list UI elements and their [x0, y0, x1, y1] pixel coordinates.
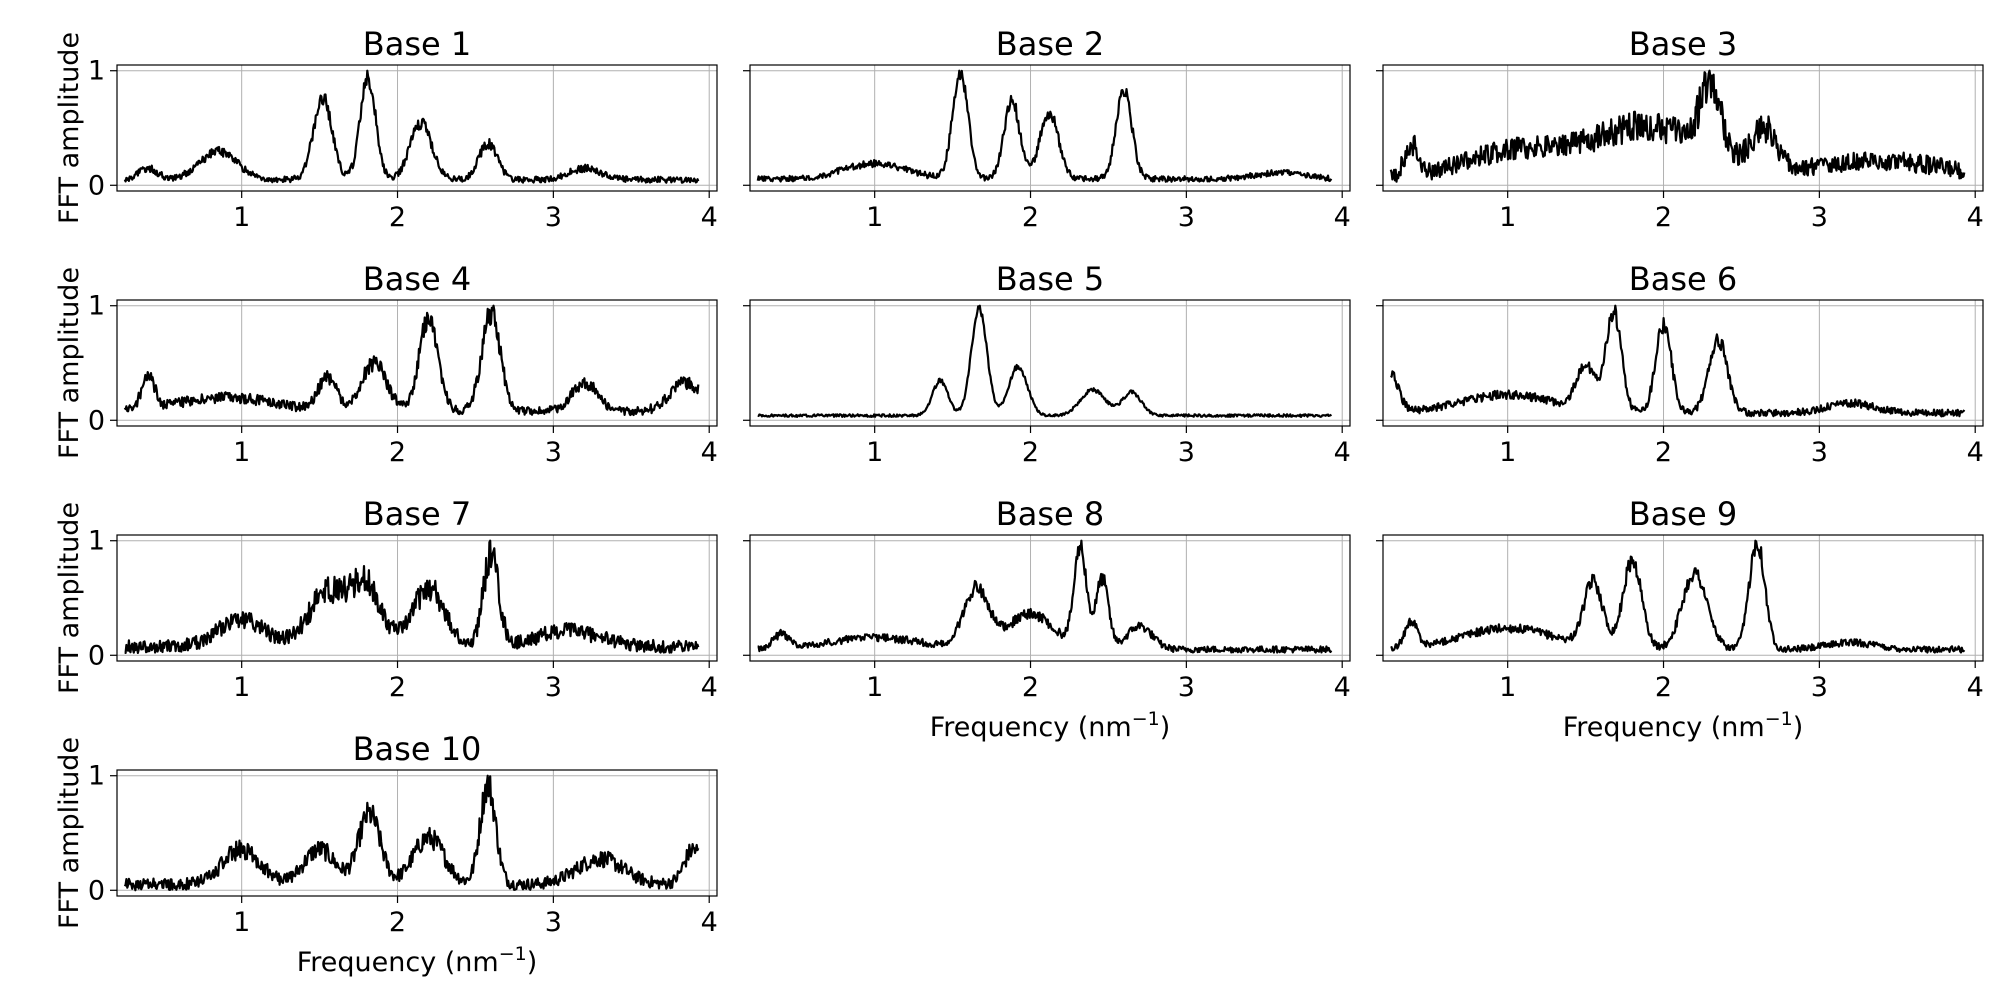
x-tick-label: 4 — [701, 202, 718, 233]
plot-frame — [1382, 534, 1984, 662]
fft-series-line — [1389, 304, 1966, 418]
y-tick-label: 0 — [88, 170, 105, 201]
x-tick-label: 2 — [1655, 202, 1672, 233]
y-tick-label: 0 — [88, 405, 105, 436]
fft-series-line — [1390, 539, 1966, 654]
subplot-2: 1 2 3 4 Base 2 — [743, 25, 1351, 233]
x-tick-label: 4 — [1967, 202, 1984, 233]
x-axis-label: Frequency (nm−1) — [930, 708, 1171, 743]
subplot-title: Base 2 — [996, 25, 1104, 63]
fft-series-line — [757, 304, 1333, 418]
fft-series-line — [757, 539, 1333, 654]
y-axis-label: FFT amplitude — [54, 737, 85, 929]
x-tick-label: 2 — [389, 437, 406, 468]
plot-frame — [749, 534, 1351, 662]
x-tick-label: 1 — [1499, 437, 1516, 468]
x-tick-label: 2 — [389, 907, 406, 938]
fft-series-line — [123, 774, 700, 892]
subplot-4: 1 2 3 4 0 1 Base 4 FFT amplitude — [54, 260, 718, 468]
x-tick-label: 1 — [233, 437, 250, 468]
plot-frame — [116, 769, 718, 897]
fft-series-line — [1389, 69, 1966, 183]
x-tick-label: 1 — [866, 202, 883, 233]
fft-series-line — [123, 69, 700, 184]
x-tick-label: 2 — [389, 202, 406, 233]
subplot-title: Base 7 — [363, 495, 471, 533]
x-tick-label: 1 — [866, 672, 883, 703]
x-axis-label: Frequency (nm−1) — [297, 943, 538, 978]
x-tick-label: 4 — [1334, 672, 1351, 703]
x-tick-label: 4 — [701, 437, 718, 468]
subplot-title: Base 9 — [1629, 495, 1737, 533]
plot-frame — [116, 299, 718, 427]
subplot-6: 1 2 3 4 Base 6 — [1376, 260, 1984, 468]
x-tick-label: 3 — [1811, 672, 1828, 703]
subplot-title: Base 5 — [996, 260, 1104, 298]
x-tick-label: 1 — [233, 672, 250, 703]
subplot-9: 1 2 3 4 Base 9 Frequency (nm−1) — [1376, 495, 1984, 743]
fft-series-line — [124, 539, 700, 655]
plot-frame — [1382, 299, 1984, 427]
subplot-10: 1 2 3 4 0 1 Base 10 FFT amplitude Frequency (nm−… — [54, 730, 718, 978]
x-tick-label: 4 — [1334, 437, 1351, 468]
subplot-title: Base 8 — [996, 495, 1104, 533]
subplot-title: Base 4 — [363, 260, 471, 298]
x-tick-label: 2 — [1022, 672, 1039, 703]
subplot-5: 1 2 3 4 Base 5 — [743, 260, 1351, 468]
x-tick-label: 1 — [233, 202, 250, 233]
subplot-8: 1 2 3 4 Base 8 Frequency (nm−1) — [743, 495, 1351, 743]
subplot-title: Base 10 — [353, 730, 482, 768]
subplot-title: Base 3 — [1629, 25, 1737, 63]
plot-frame — [749, 64, 1351, 192]
subplot-7: 1 2 3 4 0 1 Base 7 FFT amplitude — [54, 495, 718, 703]
x-tick-label: 4 — [1967, 437, 1984, 468]
x-tick-label: 3 — [545, 202, 562, 233]
x-tick-label: 1 — [1499, 202, 1516, 233]
x-tick-label: 4 — [701, 907, 718, 938]
x-tick-label: 3 — [545, 907, 562, 938]
x-tick-label: 4 — [1334, 202, 1351, 233]
subplot-title: Base 1 — [363, 25, 471, 63]
plot-frame — [749, 299, 1351, 427]
x-tick-label: 2 — [1655, 437, 1672, 468]
x-tick-label: 1 — [866, 437, 883, 468]
x-tick-label: 1 — [233, 907, 250, 938]
x-tick-label: 2 — [1022, 437, 1039, 468]
x-tick-label: 3 — [545, 672, 562, 703]
x-tick-label: 3 — [545, 437, 562, 468]
x-tick-label: 3 — [1811, 437, 1828, 468]
x-tick-label: 3 — [1178, 672, 1195, 703]
x-tick-label: 3 — [1178, 437, 1195, 468]
y-tick-label: 1 — [88, 291, 105, 322]
subplot-1: 1 2 3 4 0 1 Base 1 FFT amplitude — [54, 25, 718, 233]
fft-series-line — [756, 69, 1333, 183]
y-tick-label: 0 — [88, 640, 105, 671]
subplot-title: Base 6 — [1629, 260, 1737, 298]
y-tick-label: 1 — [88, 761, 105, 792]
y-tick-label: 1 — [88, 56, 105, 87]
x-tick-label: 4 — [701, 672, 718, 703]
x-tick-label: 2 — [1022, 202, 1039, 233]
plot-frame — [1382, 64, 1984, 192]
x-tick-label: 4 — [1967, 672, 1984, 703]
fft-series-line — [123, 304, 700, 417]
subplot-3: 1 2 3 4 Base 3 — [1376, 25, 1984, 233]
y-axis-label: FFT amplitude — [54, 267, 85, 459]
y-axis-label: FFT amplitude — [54, 502, 85, 694]
x-tick-label: 3 — [1178, 202, 1195, 233]
y-tick-label: 0 — [88, 875, 105, 906]
x-tick-label: 1 — [1499, 672, 1516, 703]
y-axis-label: FFT amplitude — [54, 32, 85, 224]
plot-frame — [116, 64, 718, 192]
x-tick-label: 3 — [1811, 202, 1828, 233]
x-axis-label: Frequency (nm−1) — [1563, 708, 1804, 743]
y-tick-label: 1 — [88, 526, 105, 557]
x-tick-label: 2 — [1655, 672, 1672, 703]
plot-frame — [116, 534, 718, 662]
x-tick-label: 2 — [389, 672, 406, 703]
